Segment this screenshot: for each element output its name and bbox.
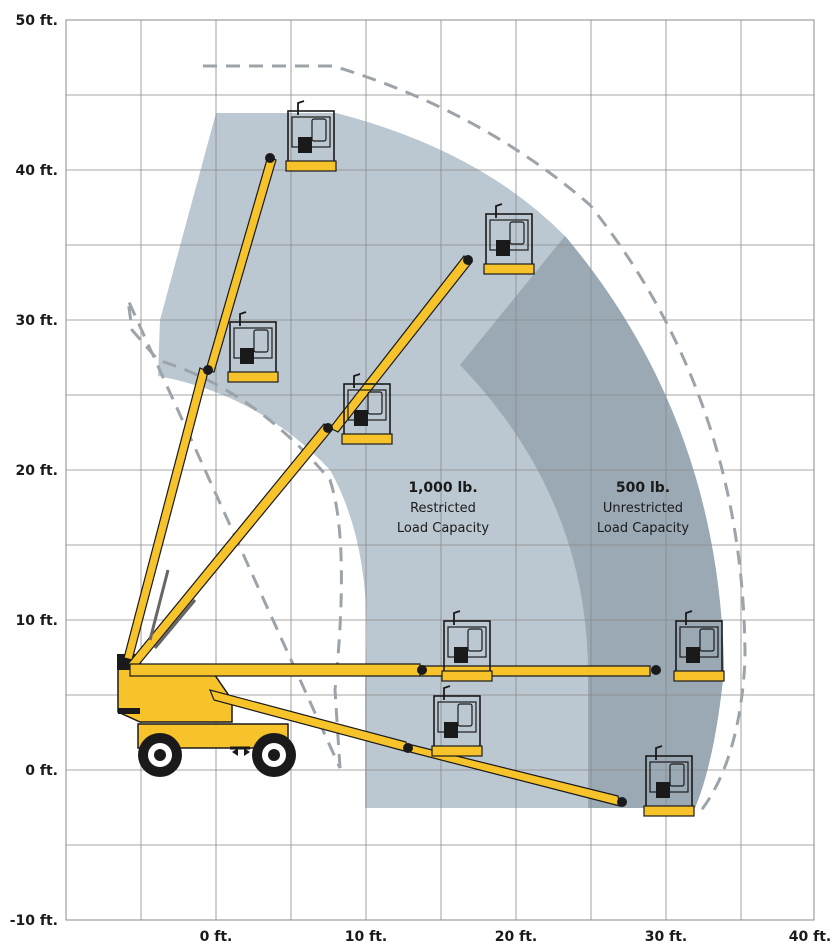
x-tick-label: 20 ft. xyxy=(495,929,537,945)
y-tick-label: 10 ft. xyxy=(16,613,58,629)
axis-labels: 50 ft. 40 ft. 30 ft. 20 ft. 10 ft. 0 ft. -10 f… xyxy=(10,13,832,945)
y-tick-label: 0 ft. xyxy=(25,763,58,779)
unrestricted-zone-title: 500 lb. xyxy=(616,480,670,496)
unrestricted-zone-line1: Unrestricted xyxy=(603,501,683,516)
unrestricted-zone-line2: Load Capacity xyxy=(597,521,689,536)
y-tick-label: 20 ft. xyxy=(16,463,58,479)
boom-joints xyxy=(203,153,661,807)
y-tick-label: 40 ft. xyxy=(16,163,58,179)
x-tick-label: 40 ft. xyxy=(789,929,831,945)
grid xyxy=(65,19,815,921)
restricted-zone-line2: Load Capacity xyxy=(397,521,489,536)
machine-base xyxy=(117,654,296,777)
y-tick-label: 30 ft. xyxy=(16,313,58,329)
unrestricted-zone-shape xyxy=(460,236,724,808)
plot-frame xyxy=(65,19,815,921)
restricted-zone-line1: Restricted xyxy=(410,501,476,516)
x-tick-label: 10 ft. xyxy=(345,929,387,945)
y-tick-label: -10 ft. xyxy=(10,913,58,929)
restricted-zone-title: 1,000 lb. xyxy=(408,480,477,496)
y-tick-label: 50 ft. xyxy=(16,13,58,29)
x-tick-label: 30 ft. xyxy=(645,929,687,945)
x-tick-label: 0 ft. xyxy=(200,929,233,945)
booms xyxy=(123,155,651,807)
outer-envelope-dash xyxy=(126,64,747,813)
